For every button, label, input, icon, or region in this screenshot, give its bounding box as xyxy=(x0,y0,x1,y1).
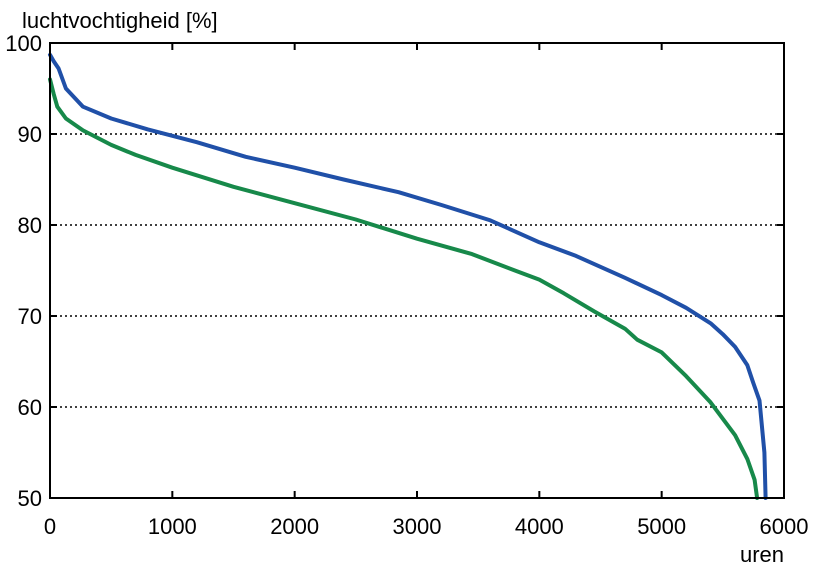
series-line-1 xyxy=(48,52,768,500)
x-tick-label-4000: 4000 xyxy=(515,514,564,539)
y-tick-label-100: 100 xyxy=(5,31,42,56)
x-tick-label-1000: 1000 xyxy=(148,514,197,539)
x-tick-label-5000: 5000 xyxy=(637,514,686,539)
y-tick-labels: 50 60 70 80 90 100 xyxy=(5,31,42,511)
x-tick-label-6000: 6000 xyxy=(760,514,809,539)
tick-marks xyxy=(49,42,785,499)
x-tick-label-3000: 3000 xyxy=(393,514,442,539)
x-axis-label: uren xyxy=(740,542,784,564)
x-tick-label-0: 0 xyxy=(44,514,56,539)
plot-frame xyxy=(49,42,785,499)
x-tick-label-2000: 2000 xyxy=(270,514,319,539)
gridlines xyxy=(50,133,784,408)
y-tick-label-60: 60 xyxy=(18,395,42,420)
x-tick-labels: 0 1000 2000 3000 4000 5000 6000 xyxy=(44,514,809,539)
series-layer xyxy=(48,52,768,500)
y-tick-label-90: 90 xyxy=(18,122,42,147)
series-line-2 xyxy=(48,77,760,500)
y-axis-label: luchtvochtigheid [%] xyxy=(22,8,218,33)
y-tick-label-50: 50 xyxy=(18,486,42,511)
y-tick-label-70: 70 xyxy=(18,304,42,329)
y-tick-label-80: 80 xyxy=(18,213,42,238)
